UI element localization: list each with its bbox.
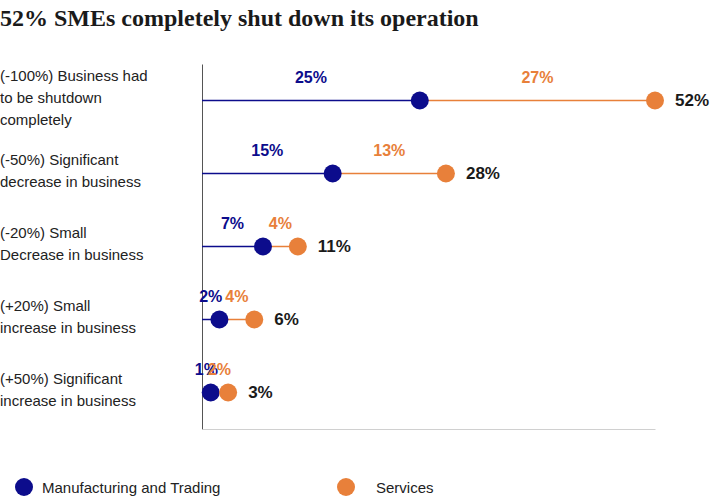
legend-label: Manufacturing and Trading bbox=[42, 479, 220, 496]
data-label: 13% bbox=[373, 142, 405, 159]
dot bbox=[210, 311, 228, 329]
chart: 52% SMEs completely shut down its operat… bbox=[0, 0, 720, 498]
data-label: 2% bbox=[199, 288, 222, 305]
data-label: 15% bbox=[251, 142, 283, 159]
tick-label: (-100%) Business hadto be shutdowncomple… bbox=[0, 67, 148, 128]
dot bbox=[411, 92, 429, 110]
segment bbox=[202, 246, 263, 248]
value-axis bbox=[203, 429, 656, 430]
data-label: 25% bbox=[295, 69, 327, 86]
tick: (+50%) Significantincrease in business bbox=[0, 370, 136, 409]
tick-label: (-50%) Significantdecrease in business bbox=[0, 151, 141, 190]
axis-line bbox=[203, 429, 656, 430]
data-label: 4% bbox=[269, 215, 292, 232]
dot bbox=[254, 238, 272, 256]
segment bbox=[202, 173, 333, 175]
legend-label: Services bbox=[376, 479, 434, 496]
data-label: 2% bbox=[208, 361, 231, 378]
total-label: 28% bbox=[466, 164, 500, 183]
tick: (-100%) Business hadto be shutdowncomple… bbox=[0, 67, 148, 128]
title: 52% SMEs completely shut down its operat… bbox=[0, 5, 479, 31]
data-label: 7% bbox=[221, 215, 244, 232]
segment bbox=[333, 173, 446, 175]
tick-label: (+20%) Smallincrease in business bbox=[0, 297, 136, 336]
dot bbox=[437, 165, 455, 183]
tick-label: (-20%) SmallDecrease in business bbox=[0, 224, 143, 263]
total-label: 52% bbox=[675, 91, 709, 110]
dot bbox=[202, 384, 220, 402]
segment bbox=[202, 100, 420, 102]
tick-label: (+50%) Significantincrease in business bbox=[0, 370, 136, 409]
segment bbox=[420, 100, 655, 102]
total-label: 3% bbox=[248, 383, 273, 402]
dot bbox=[289, 238, 307, 256]
dot bbox=[324, 165, 342, 183]
dot bbox=[646, 92, 664, 110]
tick: (-20%) SmallDecrease in business bbox=[0, 224, 143, 263]
tick: (+20%) Smallincrease in business bbox=[0, 297, 136, 336]
legend: Manufacturing and Trading Services bbox=[15, 478, 434, 496]
dot bbox=[245, 311, 263, 329]
marks bbox=[202, 92, 664, 402]
data-label: 4% bbox=[225, 288, 248, 305]
data-label: 27% bbox=[521, 69, 553, 86]
category-axis: (-100%) Business hadto be shutdowncomple… bbox=[0, 65, 203, 430]
legend-marker bbox=[337, 478, 355, 496]
total-label: 11% bbox=[318, 237, 351, 256]
labels: 25%27%15%13%7%4%2%4%1%2%52%28%11%6%3% bbox=[195, 69, 709, 402]
legend-marker bbox=[15, 478, 33, 496]
total-label: 6% bbox=[274, 310, 299, 329]
dot bbox=[219, 384, 237, 402]
tick: (-50%) Significantdecrease in business bbox=[0, 151, 141, 190]
